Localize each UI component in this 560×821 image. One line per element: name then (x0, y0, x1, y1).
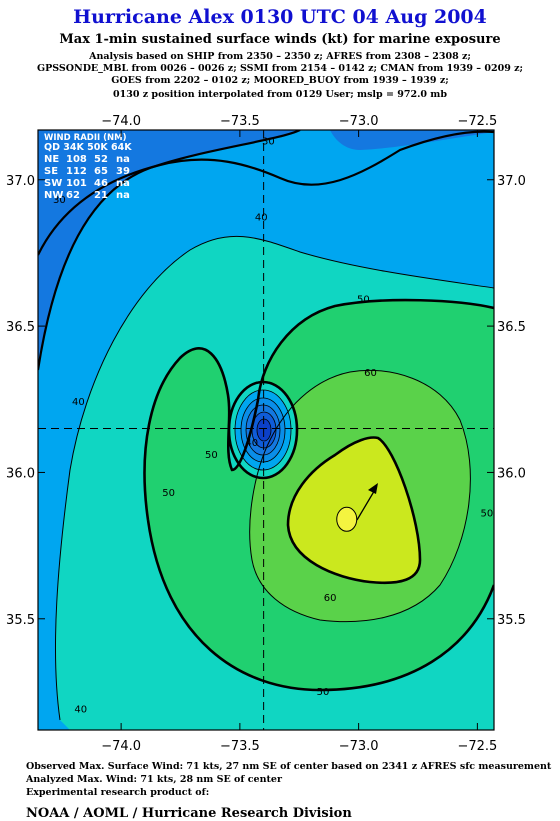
band-under-30 (38, 130, 300, 370)
contour-label: 50 (357, 295, 370, 306)
contour-label: 40 (245, 438, 258, 449)
x-tick-label-bottom: −72.5 (457, 739, 497, 754)
x-tick-label-top: −74.0 (101, 114, 141, 129)
y-tick-label-left: 35.5 (6, 613, 35, 628)
x-tick-label-top: −73.5 (220, 114, 260, 129)
footer-organization: NOAA / AOML / Hurricane Research Divisio… (26, 806, 352, 821)
eye-contour-40 (234, 389, 292, 471)
contour-40-line (54, 235, 494, 721)
wind-radii-header: WIND RADII (NM) (44, 133, 127, 143)
axis-ticks (38, 130, 494, 730)
contour-label: 50 (481, 508, 494, 519)
max-wind-marker (336, 506, 358, 532)
wind-radii-cell: 101 (66, 178, 87, 189)
y-tick-label-left: 37.0 (6, 174, 35, 189)
contour-lines (38, 130, 494, 721)
y-tick-label-right: 36.5 (497, 320, 526, 335)
wind-radii-cell: 62 (66, 190, 80, 201)
contour-label: 60 (364, 368, 377, 379)
wind-radii-cell: na (116, 178, 130, 189)
motion-arrow (356, 483, 378, 521)
contour-50-line (143, 298, 494, 521)
x-tick-label-top: −73.0 (339, 114, 379, 129)
contour-70-line (286, 436, 422, 585)
wind-radii-cell: na (116, 190, 130, 201)
wind-radii-cell: SW (44, 178, 62, 189)
wind-radii-cell: 112 (66, 166, 87, 177)
y-tick-label-left: 36.5 (6, 320, 35, 335)
eye-contour-20 (245, 404, 281, 456)
chart-title: Hurricane Alex 0130 UTC 04 Aug 2004 (73, 6, 487, 28)
x-tick-label-bottom: −73.5 (220, 739, 260, 754)
contour-label: 30 (262, 137, 275, 148)
contour-labels: 30 30 40 40 40 50 50 50 50 50 60 60 40 (53, 137, 493, 716)
x-tick-label-top: −72.5 (457, 114, 497, 129)
wind-radii-cell: 46 (94, 178, 108, 189)
footer-observed-max: Observed Max. Surface Wind: 71 kts, 27 n… (26, 761, 552, 772)
wind-radii-cell: 65 (94, 166, 108, 177)
contour-label: 60 (324, 593, 337, 604)
wind-radii-table: WIND RADII (NM) QD 34K 50K 64K NE 108 52 na… (44, 133, 132, 201)
chart-subtitle: Max 1-min sustained surface winds (kt) f… (59, 32, 501, 47)
contour-label: 50 (317, 687, 330, 698)
footer-research-note: Experimental research product of: (26, 787, 210, 798)
contour-label: 40 (74, 704, 87, 715)
wind-radii-cell: SE (44, 166, 58, 177)
y-tick-label-left: 36.0 (6, 466, 35, 481)
y-tick-label-right: 37.0 (497, 174, 526, 189)
analysis-note-4: 0130 z position interpolated from 0129 U… (112, 89, 448, 100)
plot-frame (37, 129, 495, 731)
y-tick-label-right: 35.5 (497, 613, 526, 628)
wind-radii-columns: QD 34K 50K 64K (44, 142, 132, 153)
contour-label: 40 (255, 213, 268, 224)
footer-analyzed-max: Analyzed Max. Wind: 71 kts, 28 nm SE of … (26, 774, 282, 785)
contour-50-line-b (146, 519, 494, 692)
wind-radii-cell: NW (44, 190, 63, 201)
wind-radii-cell: 52 (94, 154, 108, 165)
analysis-note-2: GPSSONDE_MBL from 0026 – 0026 z; SSMI fr… (36, 63, 524, 74)
contour-label: 40 (72, 397, 85, 408)
x-tick-label-bottom: −73.0 (339, 739, 379, 754)
contour-label: 50 (162, 488, 175, 499)
x-tick-label-bottom: −74.0 (101, 739, 141, 754)
contour-60-line (249, 369, 471, 623)
analysis-note-3: GOES from 2202 – 0102 z; MOORED_BUOY fro… (111, 75, 449, 86)
wind-radii-cell: 108 (66, 154, 87, 165)
axis-tick-labels: −74.0 −74.0 −73.5 −73.5 −73.0 −73.0 −72.5 −72.5… (6, 114, 526, 754)
band-70 (288, 437, 420, 583)
contour-label: 50 (205, 450, 218, 461)
eye-contour-30 (240, 397, 286, 463)
y-tick-label-right: 36.0 (497, 466, 526, 481)
wind-contour-chart: 30 30 40 40 40 50 50 50 50 50 60 60 40 WIND RADII (N… (6, 114, 526, 754)
wind-radii-cell: 39 (116, 166, 130, 177)
contour-label: 30 (53, 195, 66, 206)
contour-fills (38, 130, 494, 730)
wind-radii-cell: 21 (94, 190, 108, 201)
contour-30-line-b (38, 130, 494, 256)
wind-radii-cell: NE (44, 154, 59, 165)
eye-contour-50 (227, 380, 299, 480)
analysis-note-1: Analysis based on SHIP from 2350 – 2350 … (89, 51, 471, 62)
wind-radii-cell: na (116, 154, 130, 165)
